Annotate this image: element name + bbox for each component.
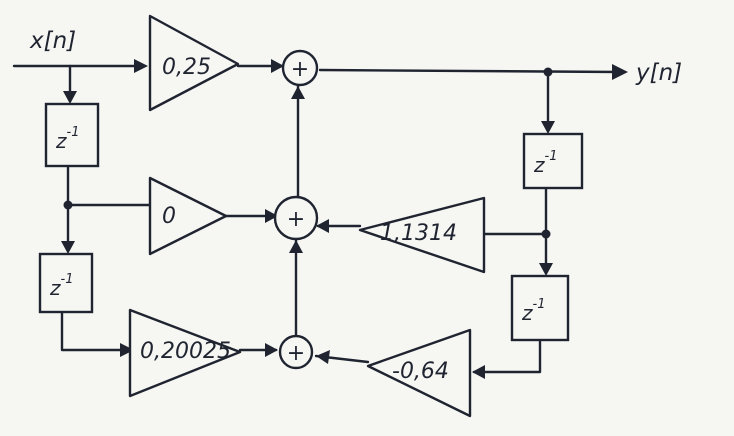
gain-a1-label: 1,1314 xyxy=(380,221,457,246)
delay-2-exponent: -1 xyxy=(61,272,74,287)
svg-text:z-1: z-1 xyxy=(55,125,79,153)
svg-text:z-1: z-1 xyxy=(49,272,73,300)
gain-b1-label: 0 xyxy=(162,204,176,229)
junction-dot-right xyxy=(541,229,551,239)
delay-4-exponent: -1 xyxy=(533,297,546,312)
gain-b2: 0,20025 xyxy=(128,308,242,398)
svg-text:z-1: z-1 xyxy=(533,149,557,177)
gain-b0-label: 0,25 xyxy=(162,55,211,80)
delay-block-3: z-1 xyxy=(522,132,584,190)
arrowheads xyxy=(61,59,628,379)
arrow-into-middle-adder-left xyxy=(265,209,278,223)
junction-dot-left xyxy=(63,200,73,210)
adder-middle-symbol: + xyxy=(287,207,305,232)
adder-bottom: + xyxy=(278,334,314,370)
output-signal-label: y[n] xyxy=(635,60,682,86)
arrow-into-bottom-adder-left xyxy=(265,343,278,357)
junction-dot-output xyxy=(543,67,553,77)
arrow-up-into-top-adder xyxy=(291,86,305,99)
gain-b2-label: 0,20025 xyxy=(140,339,231,364)
arrow-into-delay-2 xyxy=(61,241,75,254)
delay-3-exponent: -1 xyxy=(545,149,558,164)
wires xyxy=(12,64,622,374)
delay-4-base: z xyxy=(521,301,533,325)
gain-b1: 0 xyxy=(148,176,228,256)
delay-block-1: z-1 xyxy=(44,102,100,168)
arrow-into-gain-a2 xyxy=(472,365,485,379)
gain-b0: 0,25 xyxy=(148,14,240,112)
adder-bottom-symbol: + xyxy=(287,341,305,366)
gain-a1: 1,1314 xyxy=(358,196,486,274)
delay-block-4: z-1 xyxy=(510,274,570,342)
delay-2-base: z xyxy=(49,276,61,300)
input-signal-label: x[n] xyxy=(29,28,76,54)
adder-top-symbol: + xyxy=(291,57,309,82)
arrow-into-gain-b0 xyxy=(134,59,148,73)
delay-1-base: z xyxy=(55,129,67,153)
arrow-into-bottom-adder-right xyxy=(316,350,330,364)
arrow-into-gain-b2 xyxy=(120,343,134,357)
arrow-into-delay-4 xyxy=(539,263,553,276)
arrow-into-delay-3 xyxy=(541,121,555,134)
gain-a2: -0,64 xyxy=(366,328,472,418)
adder-middle: + xyxy=(273,195,319,241)
svg-text:z-1: z-1 xyxy=(521,297,545,325)
arrow-into-top-adder xyxy=(271,59,284,73)
adder-top: + xyxy=(281,49,319,87)
gain-a2-label: -0,64 xyxy=(392,359,449,384)
arrow-output xyxy=(612,64,628,80)
delay-1-exponent: -1 xyxy=(67,125,80,140)
delay-3-base: z xyxy=(533,153,545,177)
arrow-into-delay-1 xyxy=(63,91,77,104)
delay-block-2: z-1 xyxy=(38,252,94,314)
arrow-into-middle-adder-right xyxy=(316,219,329,233)
arrow-up-into-middle-adder xyxy=(289,240,303,253)
